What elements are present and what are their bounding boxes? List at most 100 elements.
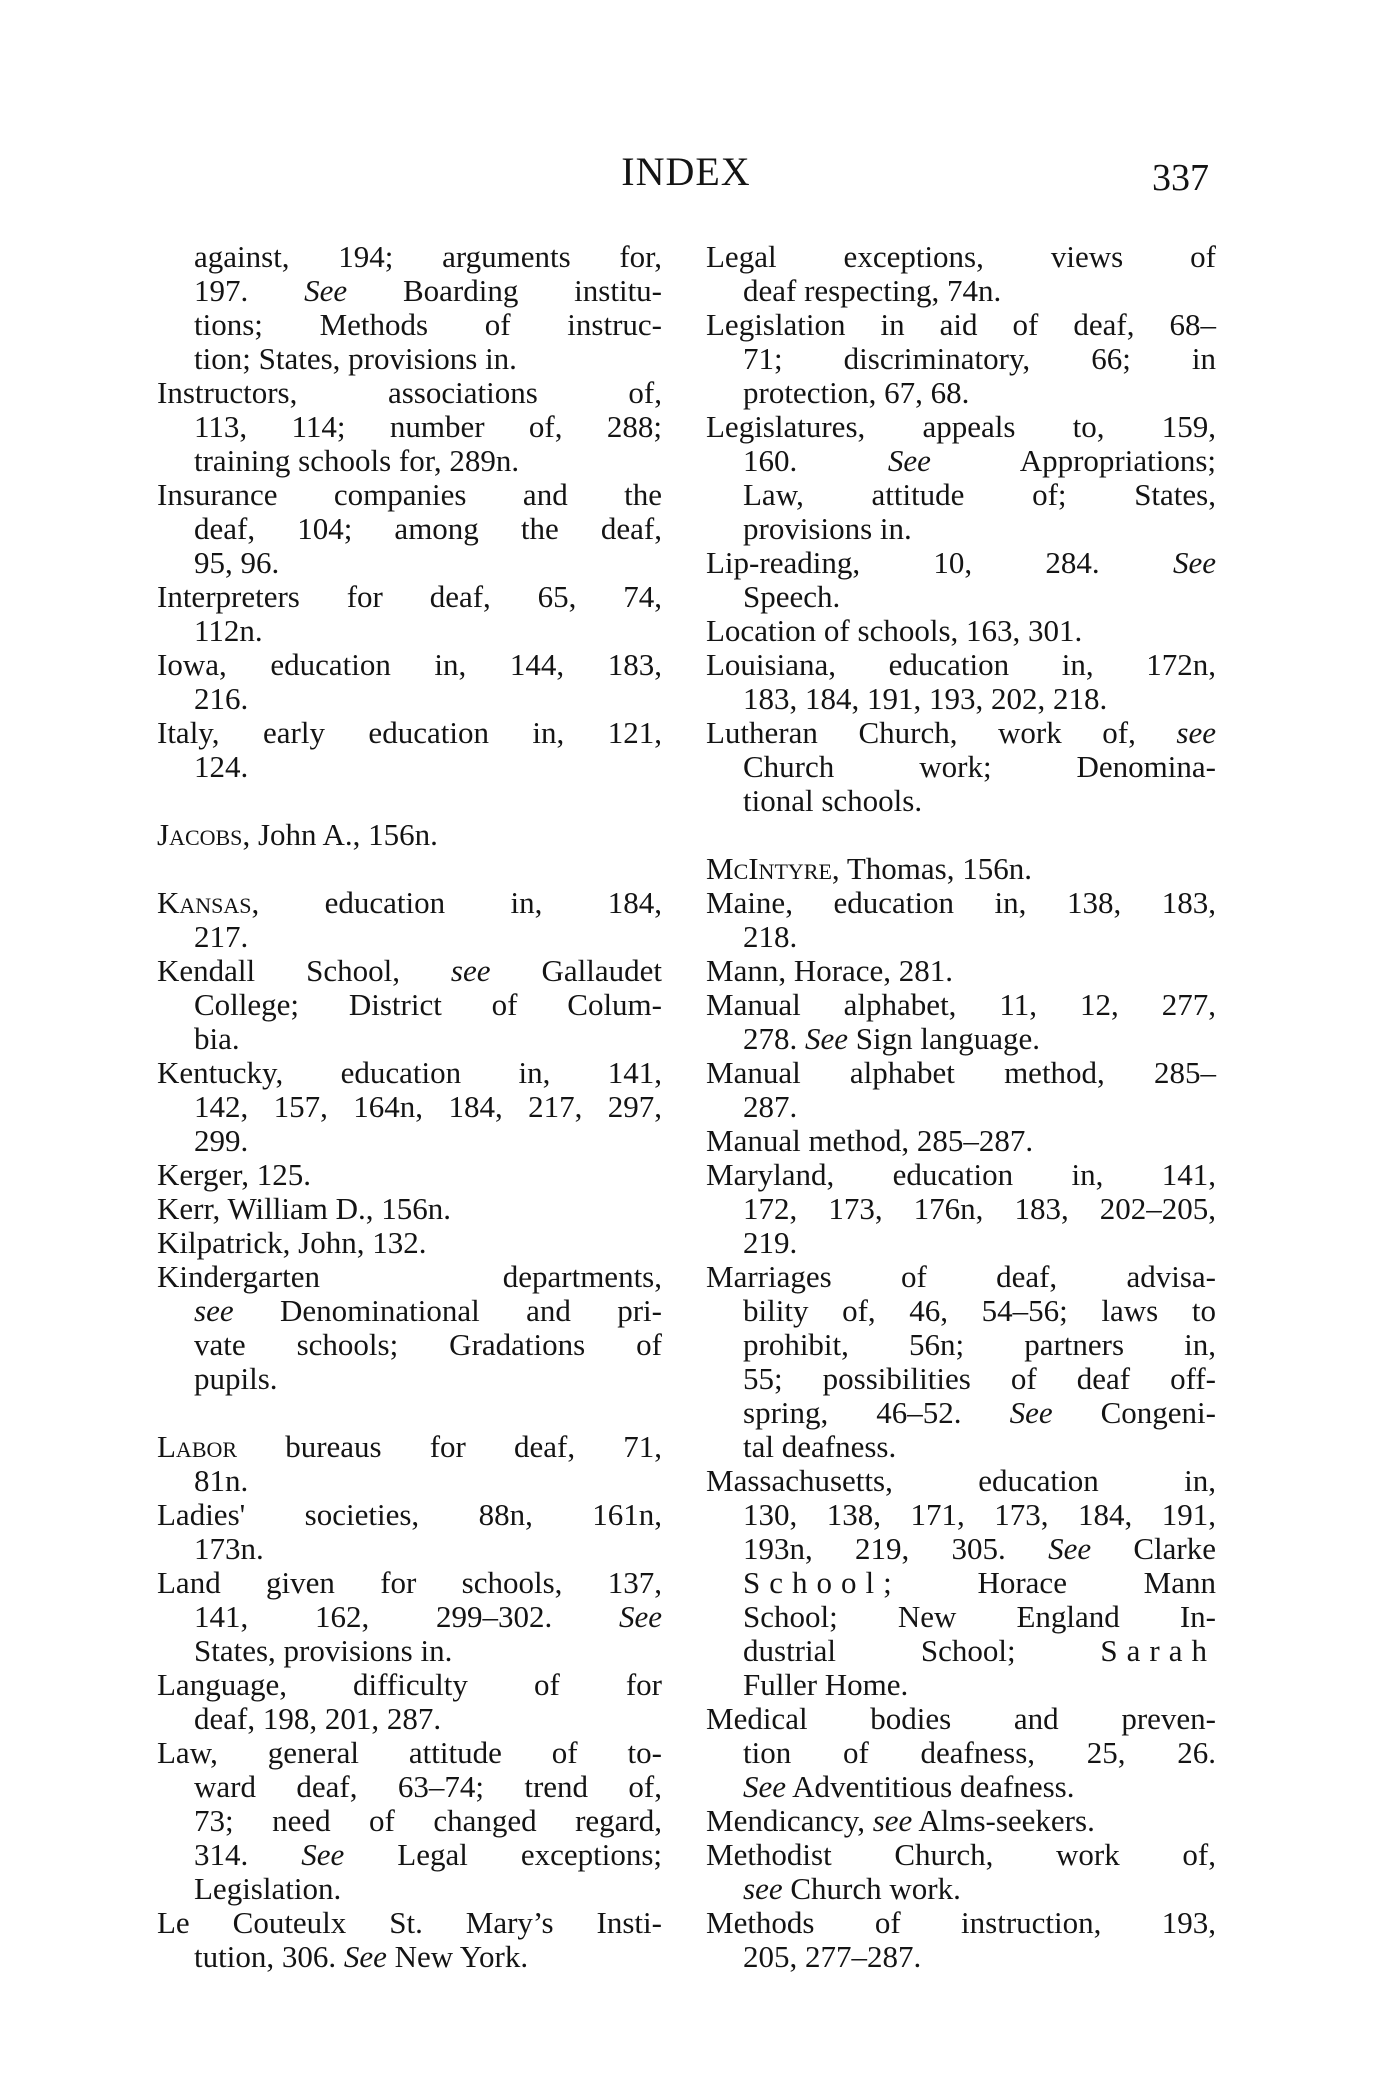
index-line: Labor bureaus for deaf, 71, [157,1430,662,1464]
text-run: School; New England In- [743,1599,1216,1634]
index-entry: Medical bodies and preven-tion of deafne… [706,1702,1216,1804]
index-line: bility of, 46, 54–56; laws to [706,1294,1216,1328]
text-run: Gallaudet [490,953,662,988]
index-entry: Ladies' societies, 88n, 161n, 173n. [157,1498,662,1566]
index-line: 183, 184, 191, 193, 202, 218. [706,682,1216,716]
text-run: bility of, 46, 54–56; laws to [743,1293,1216,1328]
index-line: See Adventitious deafness. [706,1770,1216,1804]
text-run: Land given for schools, 137, [157,1565,662,1600]
index-entry: Legislation in aid of deaf, 68– 71; discr… [706,308,1216,410]
text-run: pupils. [194,1361,278,1396]
text-run: bureaus for deaf, 71, [237,1429,662,1464]
index-line: see Church work. [706,1872,1216,1906]
text-run: 141, 162, 299–302. [194,1599,619,1634]
index-line: prohibit, 56n; partners in, [706,1328,1216,1362]
text-run: Le Couteulx St. Mary’s Insti- [157,1905,662,1940]
text-run: spring, 46–52. [743,1395,1010,1430]
text-run: Iowa, education in, 144, 183, [157,647,662,682]
index-entry: Italy, early education in, 121, 124. [157,716,662,784]
text-run: Medical bodies and preven- [706,1701,1216,1736]
index-line: tional schools. [706,784,1216,818]
text-run: Alms-seekers. [912,1803,1095,1838]
index-entry: Manual alphabet, 11, 12, 277, 278. See Si… [706,988,1216,1056]
index-line: Manual alphabet method, 285– [706,1056,1216,1090]
index-line: tution, 306. See New York. [157,1940,662,1974]
text-run: Legislation in aid of deaf, 68– [706,307,1216,342]
index-entry: Location of schools, 163, 301. [706,614,1216,648]
text-run: Maine, education in, 138, 183, [706,885,1216,920]
italic-see-reference: See [1172,545,1216,580]
index-entry: Legislatures, appeals to, 159, 160. See A… [706,410,1216,546]
index-entry: Language, difficulty of for deaf, 198, 20… [157,1668,662,1736]
text-run: , education in, 184, [251,885,662,920]
text-run: tution, 306. [194,1939,344,1974]
text-run: Adventitious deafness. [786,1769,1075,1804]
text-run: Kentucky, education in, 141, [157,1055,662,1090]
text-run: , Thomas, 156n. [831,851,1032,886]
index-line: Legislatures, appeals to, 159, [706,410,1216,444]
text-run: 299. [194,1123,249,1158]
index-entry: Iowa, education in, 144, 183, 216. [157,648,662,716]
text-run: Ladies' societies, 88n, 161n, [157,1497,662,1532]
text-run: 113, 114; number of, 288; [194,409,662,444]
index-entry: Marriages of deaf, advisa-bility of, 46,… [706,1260,1216,1464]
index-line: Lip-reading, 10, 284. See [706,546,1216,580]
index-entry: Labor bureaus for deaf, 71, 81n. [157,1430,662,1498]
text-run: States, provisions in. [194,1633,453,1668]
text-run: Marriages of deaf, advisa- [706,1259,1216,1294]
text-run: Speech. [743,579,841,614]
text-run: Manual alphabet, 11, 12, 277, [706,987,1216,1022]
index-letter-group: Jacobs, John A., 156n. [157,818,662,852]
index-line: Kindergarten departments, [157,1260,662,1294]
index-line: Lutheran Church, work of, see [706,716,1216,750]
index-line: dustrial School; Sarah [706,1634,1216,1668]
text-run: Fuller Home. [743,1667,909,1702]
text-run: ward deaf, 63–74; trend of, [194,1769,662,1804]
text-run: 287. [743,1089,798,1124]
text-run: Kindergarten departments, [157,1259,662,1294]
text-run: 193n, 219, 305. [743,1531,1049,1566]
index-line: Law, general attitude of to- [157,1736,662,1770]
spaced-text: School; [743,1565,901,1600]
index-entry: Kendall School, see Gallaudet College; Di… [157,954,662,1056]
text-run: Location of schools, 163, 301. [706,613,1083,648]
text-run: 130, 138, 171, 173, 184, 191, [743,1497,1216,1532]
index-line: Legal exceptions, views of [706,240,1216,274]
text-run: 124. [194,749,249,784]
italic-see-reference: see [743,1871,783,1906]
index-entry: Manual alphabet method, 285– 287. [706,1056,1216,1124]
index-line: 81n. [157,1464,662,1498]
index-line: 287. [706,1090,1216,1124]
text-run: 197. [194,273,305,308]
index-line: Maine, education in, 138, 183, [706,886,1216,920]
text-run: Manual alphabet method, 285– [706,1055,1216,1090]
spaced-text: Sarah [1100,1633,1216,1668]
index-line: Kansas, education in, 184, [157,886,662,920]
index-line: 95, 96. [157,546,662,580]
text-run: Kendall School, [157,953,451,988]
index-line: Jacobs, John A., 156n. [157,818,662,852]
text-run: tions; Methods of instruc- [194,307,662,342]
index-entry: Kindergarten departments, see Denominatio… [157,1260,662,1396]
italic-see-reference: See [743,1769,787,1804]
index-line: 113, 114; number of, 288; [157,410,662,444]
text-run: Mendicancy, [706,1803,873,1838]
index-entry: Louisiana, education in, 172n, 183, 184, … [706,648,1216,716]
index-line: 217. [157,920,662,954]
small-caps-heading: Jacobs [157,817,243,852]
index-line: Language, difficulty of for [157,1668,662,1702]
index-line: see Denominational and pri- [157,1294,662,1328]
text-run: 160. [743,443,888,478]
text-run: protection, 67, 68. [743,375,970,410]
text-run: prohibit, 56n; partners in, [743,1327,1216,1362]
text-run: 142, 157, 164n, 184, 217, 297, [194,1089,662,1124]
text-run: Sign language. [848,1021,1041,1056]
text-run: Lutheran Church, work of, [706,715,1177,750]
text-run: training schools for, 289n. [194,443,520,478]
text-run: Kilpatrick, John, 132. [157,1225,427,1260]
text-run: , John A., 156n. [242,817,438,852]
index-line: Interpreters for deaf, 65, 74, [157,580,662,614]
index-entry: Jacobs, John A., 156n. [157,818,662,852]
index-letter-group: Labor bureaus for deaf, 71, 81n. Ladies' s… [157,1430,662,1974]
index-line: Medical bodies and preven- [706,1702,1216,1736]
